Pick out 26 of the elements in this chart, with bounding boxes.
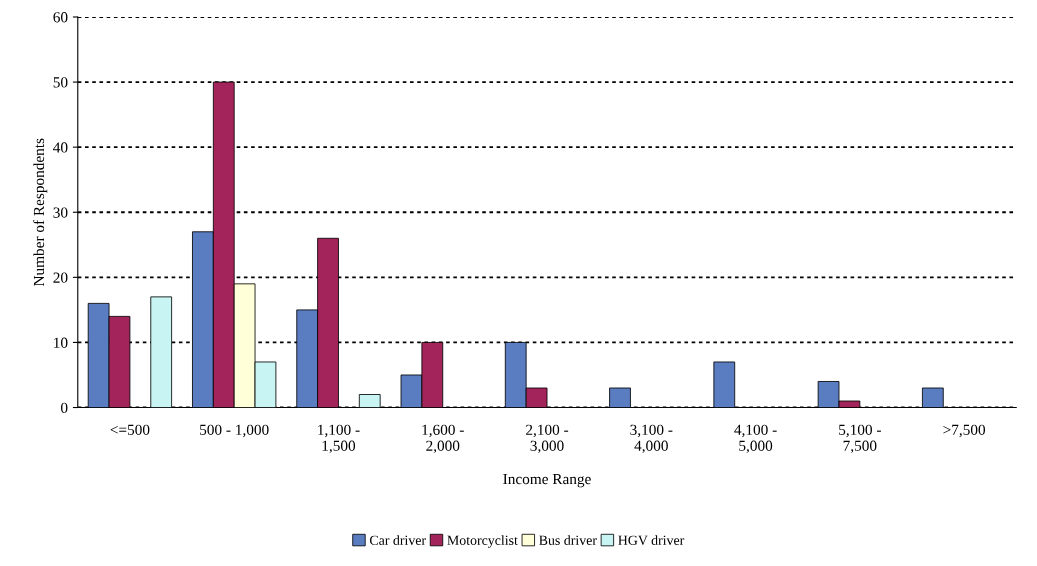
x-tick-label: 1,100 - 1,500 <box>318 424 360 454</box>
x-tick-label: >7,500 <box>943 424 986 438</box>
legend-label: Bus driver <box>539 535 597 545</box>
y-tick-label: 50 <box>53 77 68 88</box>
bar <box>713 361 736 408</box>
y-tick-label: 0 <box>61 402 68 413</box>
legend-label: HGV driver <box>618 535 685 546</box>
x-axis-title: Income Range <box>503 474 591 488</box>
x-tick-label: 4,100 - 5,000 <box>734 424 777 454</box>
x-tick-label: 5,100 - 7,500 <box>839 424 881 454</box>
legend-label: Car driver <box>369 535 426 545</box>
bar <box>609 387 631 408</box>
x-tick-label: 3,100 - 4,000 <box>630 424 673 454</box>
x-tick-label: <=500 <box>110 424 150 435</box>
y-tick-label: 20 <box>53 272 68 283</box>
y-axis-title: Number of Respondents <box>33 138 48 287</box>
y-tick-label: 30 <box>53 207 68 218</box>
x-tick-label: 2,100 - 3,000 <box>526 424 569 454</box>
y-tick-label: 10 <box>54 337 68 348</box>
x-tick-label: 500 - 1,000 <box>200 424 269 438</box>
y-tick-label: 60 <box>53 12 68 23</box>
bar <box>921 387 944 408</box>
y-tick-label: 40 <box>53 142 68 153</box>
bar <box>358 394 381 408</box>
legend-label: Motorcyclist <box>447 535 518 548</box>
x-tick-label: 1,600 - 2,000 <box>422 424 464 454</box>
